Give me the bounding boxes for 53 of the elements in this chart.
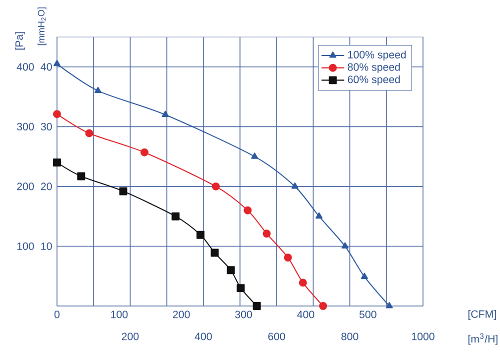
point	[236, 284, 245, 292]
point	[212, 182, 220, 190]
x2-tick-label: 300	[235, 310, 252, 318]
x2-tick-label: 400	[297, 310, 314, 318]
x2-axis-title: [CFM]	[468, 310, 496, 320]
x-tick-label: 600	[268, 332, 286, 340]
y-tick-label: 100	[17, 242, 34, 250]
point	[210, 248, 219, 257]
point	[53, 60, 61, 66]
point	[53, 110, 61, 118]
x2-tick-label: 200	[173, 310, 190, 318]
x-tick-label: 400	[194, 332, 212, 340]
point	[319, 302, 328, 310]
point	[196, 230, 204, 239]
x-tick-label: 1000	[412, 332, 434, 340]
point	[85, 129, 94, 138]
point	[140, 148, 148, 156]
y-axis-title: [Pa]	[15, 32, 25, 50]
point	[119, 187, 128, 196]
point	[172, 212, 180, 220]
point	[342, 242, 349, 248]
y2-tick-label: 30	[40, 122, 52, 130]
point	[53, 158, 61, 167]
point	[262, 230, 271, 238]
x2-tick-label: 100	[111, 310, 128, 318]
point	[316, 212, 323, 219]
y-tick-label: 400	[16, 63, 34, 71]
y-tick-label: 300	[16, 122, 34, 130]
point	[162, 110, 169, 117]
y2-tick-label: 10	[41, 242, 52, 250]
y2-tick-label: 20	[41, 182, 52, 190]
point	[251, 152, 258, 159]
point	[298, 278, 307, 287]
point	[226, 266, 235, 274]
point	[77, 172, 86, 180]
x2-tick-label: 0	[54, 310, 60, 318]
x-tick-label: 200	[122, 332, 139, 340]
x2-tick-label: 500	[359, 310, 376, 318]
x-axis-title: [m$^{3}$/H]	[468, 333, 498, 345]
legend-label: 100% speed	[348, 50, 406, 61]
point	[252, 302, 261, 310]
point	[360, 272, 368, 279]
point	[386, 302, 393, 308]
point	[284, 254, 292, 262]
legend-label: 60% speed	[348, 75, 400, 86]
y2-tick-label: 40	[40, 63, 52, 71]
y2-axis-title: [mmH$_{2}$O]	[38, 7, 46, 46]
point	[94, 86, 102, 94]
point	[291, 182, 298, 189]
point	[244, 206, 252, 214]
legend-label: 80% speed	[348, 62, 400, 73]
x-tick-label: 800	[341, 332, 358, 340]
y-tick-label: 200	[17, 182, 34, 190]
